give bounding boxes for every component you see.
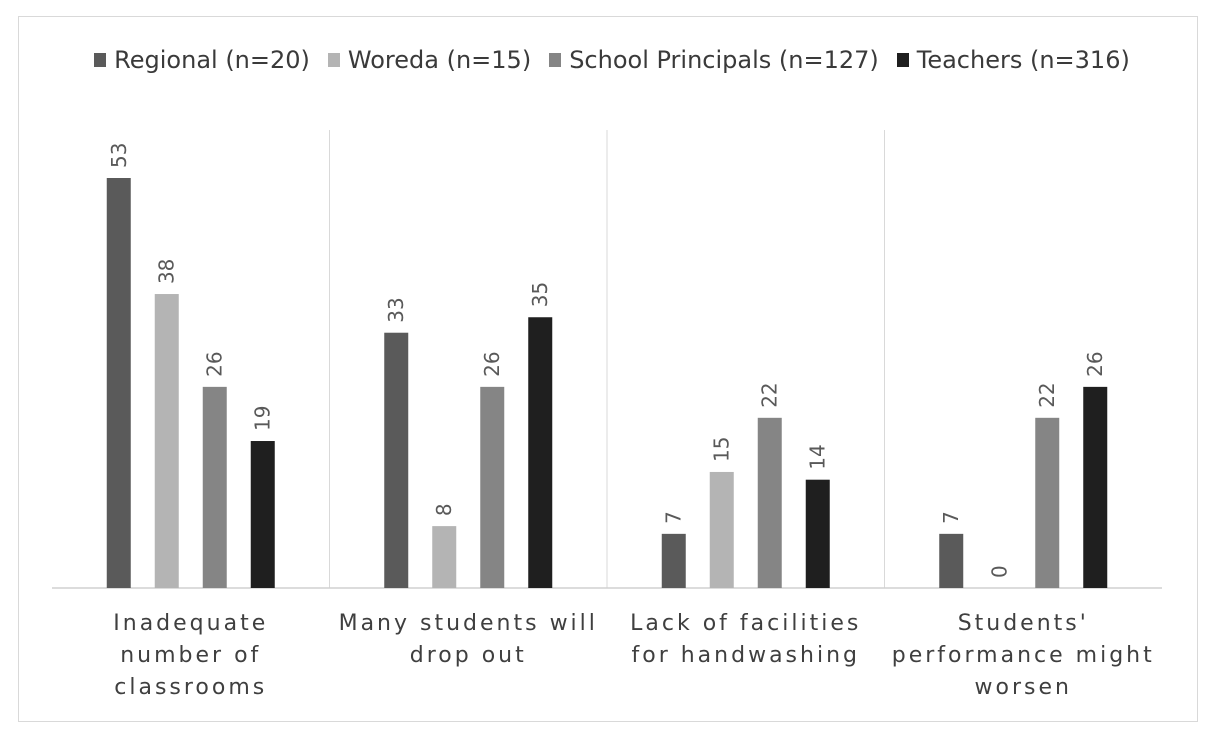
- bar: [661, 533, 686, 588]
- legend-swatch-teachers: [896, 53, 909, 67]
- bar: [384, 332, 409, 588]
- bar: [709, 471, 734, 588]
- legend-swatch-woreda: [327, 53, 340, 67]
- bar: [939, 533, 964, 588]
- bar: [805, 479, 830, 588]
- data-label: 7: [939, 511, 963, 524]
- data-label: 7: [662, 511, 686, 524]
- bar: [250, 441, 275, 588]
- category-label: worsen: [975, 675, 1072, 700]
- category-label: Many students will: [339, 611, 598, 636]
- category-label: Lack of facilities: [630, 611, 861, 636]
- data-label: 35: [528, 282, 552, 307]
- category-label: Inadequate: [113, 611, 268, 636]
- data-label: 26: [203, 351, 227, 376]
- data-label: 22: [1035, 382, 1059, 407]
- legend-item-school-principals: School Principals (n=127): [549, 46, 879, 74]
- data-label: 19: [251, 406, 275, 431]
- bar: [757, 417, 782, 588]
- bar: [1035, 417, 1060, 588]
- legend-item-woreda: Woreda (n=15): [327, 46, 532, 74]
- data-label: 22: [758, 382, 782, 407]
- data-label: 53: [107, 143, 131, 168]
- chart-frame: [18, 16, 1198, 722]
- data-label: 14: [806, 444, 830, 469]
- legend-swatch-school-principals: [549, 53, 562, 67]
- data-label: 38: [155, 259, 179, 284]
- legend: Regional (n=20) Woreda (n=15) School Pri…: [0, 46, 1224, 74]
- data-label: 26: [1083, 351, 1107, 376]
- bar: [432, 526, 457, 588]
- legend-label-teachers: Teachers (n=316): [916, 46, 1130, 74]
- bar: [154, 294, 179, 588]
- legend-label-regional: Regional (n=20): [114, 46, 310, 74]
- data-label: 26: [480, 351, 504, 376]
- category-label: performance might: [892, 643, 1155, 668]
- category-label: classrooms: [114, 675, 267, 700]
- data-label: 0: [987, 565, 1011, 578]
- data-label: 33: [384, 297, 408, 322]
- category-label: Students': [958, 611, 1089, 636]
- bar: [480, 386, 505, 588]
- data-label: 8: [432, 503, 456, 516]
- legend-item-teachers: Teachers (n=316): [896, 46, 1130, 74]
- bar: [1083, 386, 1108, 588]
- category-label: for handwashing: [632, 643, 860, 668]
- legend-label-woreda: Woreda (n=15): [347, 46, 532, 74]
- bar: [528, 317, 553, 588]
- legend-label-school-principals: School Principals (n=127): [569, 46, 879, 74]
- category-label: number of: [120, 643, 261, 668]
- bar: [202, 386, 227, 588]
- data-label: 15: [710, 437, 734, 462]
- legend-item-regional: Regional (n=20): [94, 46, 310, 74]
- category-label: drop out: [410, 643, 527, 668]
- legend-swatch-regional: [94, 53, 107, 67]
- bar: [106, 178, 131, 588]
